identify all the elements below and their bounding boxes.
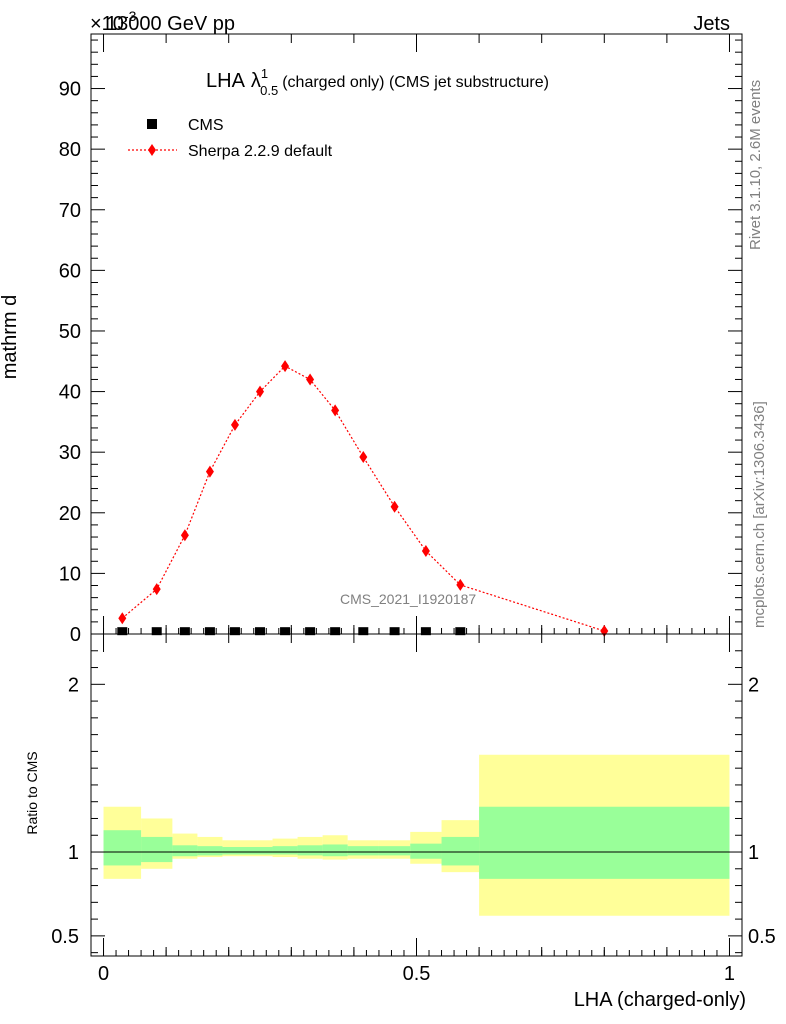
sherpa-point	[331, 404, 340, 417]
ratio-ytick-label: 0.5	[51, 926, 79, 948]
cms-point	[305, 627, 316, 636]
inner-band-bin	[247, 846, 273, 855]
main-ytick-label: 10	[59, 563, 81, 585]
inner-band-bin	[378, 846, 411, 856]
x-tick-label: 0	[98, 963, 109, 985]
sherpa-point	[456, 578, 465, 591]
cms-point	[229, 627, 240, 636]
inner-band-bin	[141, 836, 173, 863]
sherpa-point	[421, 544, 430, 557]
inner-band-bin	[103, 830, 142, 866]
ratio-ytick-label-right: 0.5	[748, 926, 776, 948]
ratio-plot: 0.5 0.5 1 1 2 2 0 0.5 1	[51, 633, 776, 985]
rivet-version-label: Rivet 3.1.10, 2.6M events	[747, 80, 764, 250]
analysis-watermark: CMS_2021_I1920187	[340, 591, 476, 607]
cms-point	[255, 627, 266, 636]
sherpa-point	[118, 612, 127, 625]
cms-point	[358, 627, 369, 636]
process-label: Jets	[693, 13, 730, 35]
sherpa-point	[359, 451, 368, 464]
inner-band-bin	[441, 836, 480, 866]
main-ytick-label: 50	[59, 321, 81, 343]
ratio-ylabel: Ratio to CMS	[24, 751, 40, 834]
exponent-label: ×10-3	[90, 8, 137, 35]
cms-point	[455, 627, 466, 636]
ratio-ytick-label: 1	[68, 842, 79, 864]
ratio-ytick-label: 2	[68, 674, 79, 696]
main-ytick-label: 20	[59, 503, 81, 525]
cms-point	[151, 627, 162, 636]
main-ytick-label: 30	[59, 442, 81, 464]
sherpa-point	[230, 418, 239, 431]
inner-band-bin	[222, 846, 248, 855]
ratio-ytick-label-right: 2	[748, 674, 759, 696]
sherpa-point	[390, 500, 399, 513]
main-ytick-label: 40	[59, 382, 81, 404]
main-ylabel: mathrm d	[0, 295, 21, 379]
sherpa-point	[180, 529, 189, 542]
cms-point	[280, 627, 291, 636]
cms-point	[179, 627, 190, 636]
inner-band-bin	[479, 806, 730, 879]
sherpa-point	[205, 465, 214, 478]
inner-band-bin	[410, 843, 442, 859]
energy-label: 13000 GeV pp	[106, 13, 235, 35]
inner-band-bin	[172, 845, 198, 857]
ratio-ytick-label-right: 1	[748, 842, 759, 864]
main-ytick-label: 0	[70, 624, 81, 646]
legend-label-sherpa: Sherpa 2.2.9 default	[188, 143, 333, 160]
sherpa-point	[152, 583, 161, 596]
legend-label-cms: CMS	[188, 117, 224, 134]
mcplots-label: mcplots.cern.ch [arXiv:1306.3436]	[751, 401, 768, 628]
main-ytick-label: 90	[59, 79, 81, 101]
inner-band-bin	[197, 846, 223, 856]
legend: CMS Sherpa 2.2.9 default	[128, 117, 333, 160]
x-tick-label: 0.5	[403, 963, 431, 985]
inner-band-bin	[322, 844, 348, 857]
cms-point	[204, 627, 215, 636]
legend-marker-sherpa	[148, 144, 156, 156]
x-tick-label: 1	[724, 963, 735, 985]
legend-marker-cms	[147, 119, 157, 129]
svg-text:mathrm d: mathrm d	[0, 295, 21, 379]
inner-band-bin	[347, 846, 379, 856]
x-axis-label: LHA (charged-only)	[574, 989, 746, 1011]
chart-title: LHA λ1 0.5 (charged only) (CMS jet substruc…	[206, 66, 549, 98]
sherpa-line	[121, 365, 605, 632]
inner-band-bin	[272, 846, 298, 855]
main-plot: 0 10 20 30 40 50 60 70 80 90	[59, 33, 743, 646]
main-ytick-label: 60	[59, 260, 81, 282]
cms-point	[420, 627, 431, 636]
sherpa-point	[306, 373, 315, 386]
main-ytick-label: 70	[59, 200, 81, 222]
cms-point	[389, 627, 400, 636]
sherpa-point	[256, 385, 265, 398]
sherpa-point	[281, 360, 290, 373]
cms-point	[330, 627, 341, 636]
cms-point	[117, 627, 128, 636]
inner-band-bin	[297, 845, 323, 856]
main-ytick-label: 80	[59, 139, 81, 161]
